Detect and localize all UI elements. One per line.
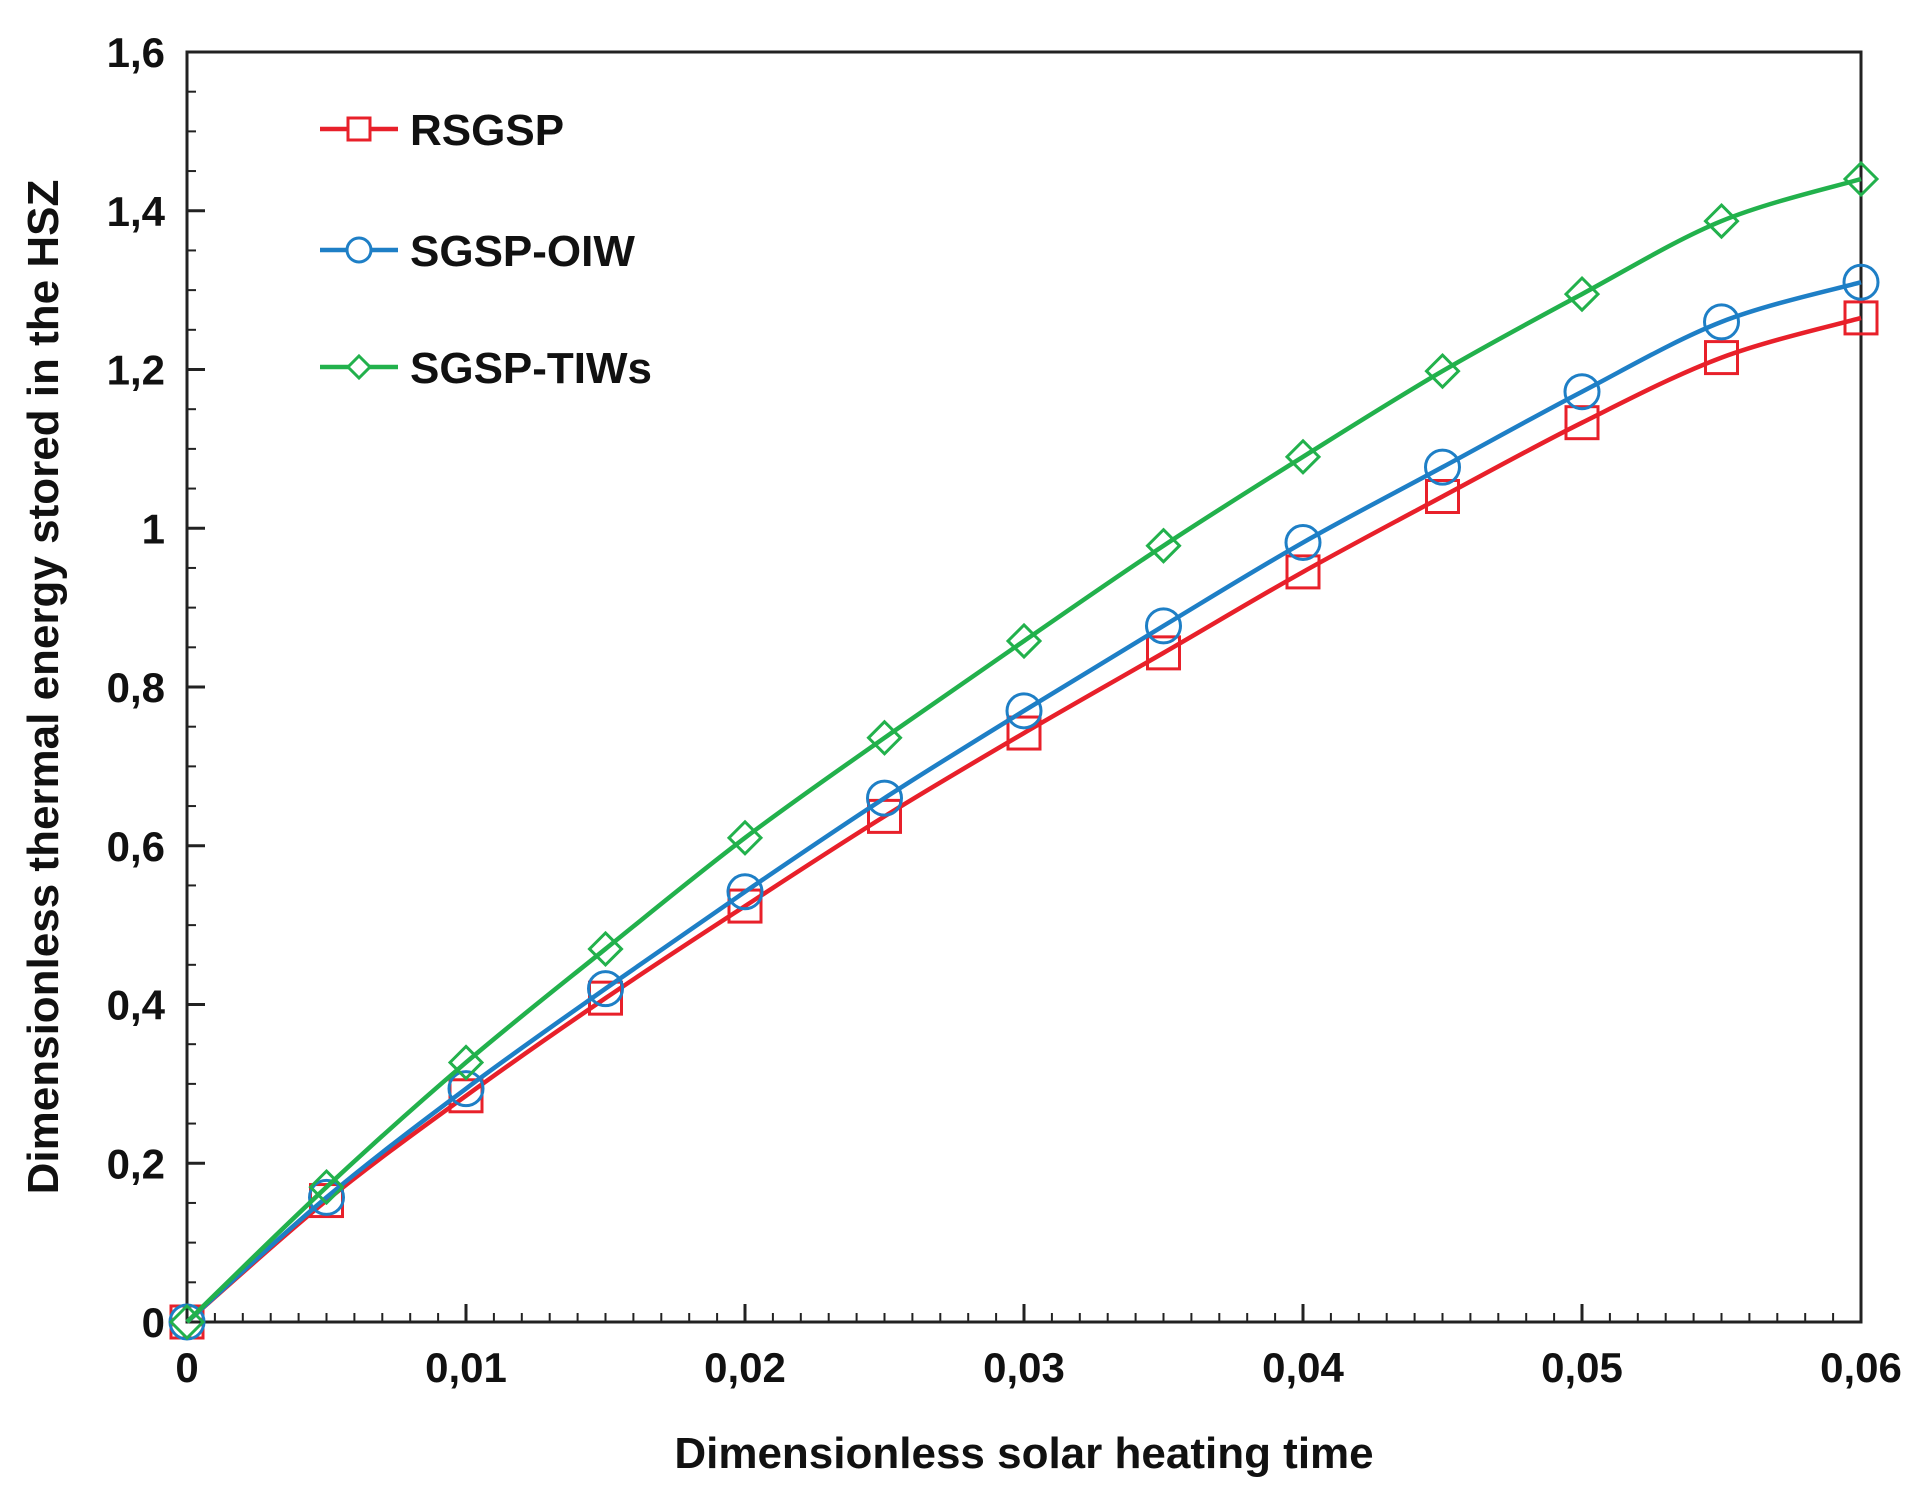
series-layer — [168, 160, 1880, 1341]
y-tick-label: 0,6 — [107, 823, 165, 870]
x-tick-label: 0,02 — [704, 1344, 786, 1391]
legend: RSGSP SGSP-OIW SGSP-TIWs — [320, 106, 652, 393]
data-point — [1146, 635, 1181, 671]
series-line — [185, 315, 1862, 1324]
data-point — [1005, 622, 1043, 660]
data-point — [447, 1044, 485, 1081]
legend-marker — [346, 116, 372, 142]
data-point — [1424, 448, 1461, 486]
x-tick-label: 0,04 — [1262, 1344, 1344, 1391]
y-tick-label: 1,4 — [107, 188, 166, 235]
data-point — [1564, 405, 1600, 441]
series-line — [185, 176, 1862, 1324]
data-point — [866, 779, 903, 817]
y-tick-label: 1 — [142, 505, 165, 552]
y-tick-label: 0,4 — [107, 982, 166, 1029]
data-point — [1425, 479, 1460, 514]
data-point — [866, 719, 903, 756]
y-tick-label: 1,2 — [107, 347, 165, 394]
data-point — [1704, 340, 1739, 376]
data-point — [1842, 160, 1880, 198]
data-point — [1005, 692, 1043, 730]
legend-entry: SGSP-OIW — [320, 227, 635, 276]
data-point — [726, 819, 764, 856]
data-point — [1703, 303, 1740, 341]
data-point — [726, 873, 764, 911]
data-point — [1284, 438, 1322, 475]
data-point — [587, 970, 624, 1008]
legend-label: SGSP-TIWs — [410, 344, 652, 393]
data-point — [1842, 263, 1880, 301]
data-point — [1285, 554, 1321, 590]
data-point — [1563, 275, 1601, 313]
data-point — [1145, 607, 1182, 645]
series-sgsp-oiw — [168, 263, 1880, 1341]
legend-label: RSGSP — [410, 106, 564, 155]
x-tick-label: 0,01 — [425, 1344, 507, 1391]
data-point — [168, 1303, 206, 1341]
series-rsgsp — [169, 300, 1879, 1340]
data-point — [308, 1168, 345, 1206]
legend-entry: RSGSP — [320, 106, 564, 155]
series-sgsp-tiws — [168, 160, 1880, 1341]
data-point — [447, 1070, 485, 1108]
data-point — [1284, 524, 1322, 562]
data-point — [587, 930, 624, 968]
legend-marker — [345, 236, 373, 264]
x-tick-label: 0,06 — [1820, 1344, 1902, 1391]
x-tick-label: 0,03 — [983, 1344, 1065, 1391]
data-point — [1424, 352, 1461, 390]
legend-marker — [345, 353, 373, 381]
y-tick-label: 0,8 — [107, 664, 165, 711]
y-tick-label: 1,6 — [107, 29, 165, 76]
axes: 0 0,01 0,02 0,03 0,04 0,05 0,06 0 0,2 0,4 0,6 0,8 1 1… — [107, 29, 1902, 1391]
y-tick-label: 0 — [142, 1299, 165, 1346]
y-axis-title: Dimensionless thermal energy stored in t… — [19, 180, 68, 1195]
data-point — [308, 1178, 345, 1216]
data-point — [1006, 715, 1042, 751]
y-tick-label: 0,2 — [107, 1140, 165, 1187]
data-point — [1703, 202, 1740, 240]
data-point — [1563, 373, 1601, 411]
legend-entry: SGSP-TIWs — [320, 344, 652, 393]
x-tick-label: 0,05 — [1541, 1344, 1623, 1391]
data-point — [1843, 300, 1879, 336]
legend-label: SGSP-OIW — [410, 227, 635, 276]
x-axis-title: Dimensionless solar heating time — [674, 1429, 1373, 1478]
x-tick-label: 0 — [175, 1344, 198, 1391]
series-line — [185, 280, 1862, 1324]
data-point — [1145, 527, 1182, 564]
